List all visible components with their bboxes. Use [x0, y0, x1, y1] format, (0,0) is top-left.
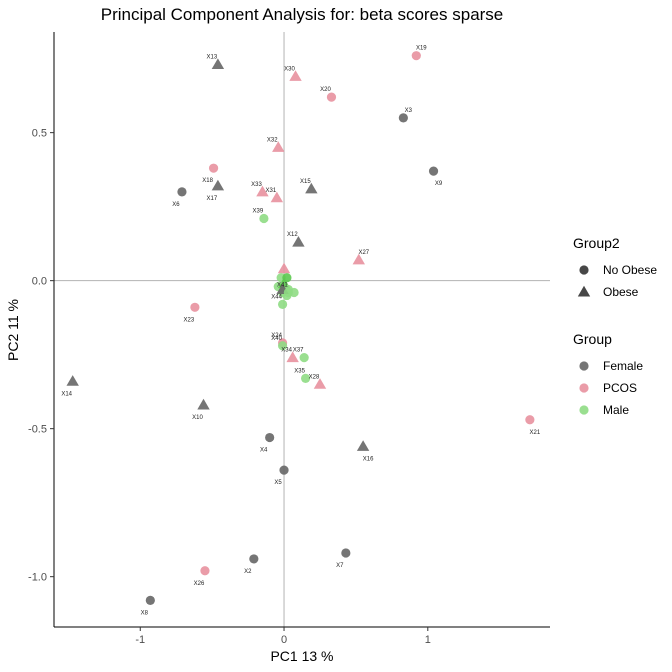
data-point — [277, 262, 291, 274]
point-label: X44 — [271, 294, 282, 300]
point-label: X14 — [61, 391, 72, 397]
x-tick-label: 1 — [425, 634, 431, 646]
legend-label: Obese — [603, 285, 639, 299]
point-label: X34 — [281, 348, 292, 354]
data-point — [299, 353, 309, 363]
data-point — [277, 341, 288, 351]
data-point — [300, 373, 311, 383]
data-point — [249, 554, 259, 564]
data-point — [352, 253, 365, 265]
y-axis-title: PC2 11 % — [5, 299, 21, 361]
point-label: X35 — [294, 368, 305, 374]
legend-key — [579, 361, 589, 371]
data-point — [208, 163, 219, 173]
plot-area: -1 0 1 -1.0 -0.5 0.0 0.5 X13 X19 X30 X20 X3 X32 X18 X9… — [28, 32, 550, 646]
point-label: X15 — [300, 179, 311, 185]
y-tick-label: -1.0 — [28, 572, 47, 584]
data-point — [197, 398, 210, 410]
point-label: X2 — [244, 569, 252, 575]
point-label: X12 — [287, 232, 298, 238]
legend-label: Male — [603, 403, 629, 417]
legend-key — [579, 383, 589, 393]
data-point — [289, 70, 302, 81]
data-point — [292, 235, 305, 247]
point-label: X23 — [184, 317, 195, 323]
point-label: X37 — [293, 348, 304, 354]
legend-key — [579, 265, 589, 275]
data-point — [313, 378, 327, 389]
data-point — [270, 191, 284, 203]
point-label: X20 — [320, 87, 331, 93]
point-label: X8 — [141, 610, 149, 616]
point-label: X13 — [207, 55, 218, 61]
point-label: X7 — [336, 563, 344, 569]
legend-label: No Obese — [603, 263, 657, 277]
data-point — [256, 185, 269, 197]
data-point — [272, 141, 285, 152]
data-point — [525, 415, 535, 425]
data-point — [411, 51, 421, 61]
data-point — [277, 299, 288, 309]
data-point — [356, 440, 370, 451]
legend-label: PCOS — [603, 381, 637, 395]
x-tick-label: -1 — [135, 634, 145, 646]
data-point — [190, 302, 200, 312]
point-label: X16 — [363, 456, 374, 462]
point-label: X28 — [309, 374, 320, 380]
data-point — [66, 375, 79, 386]
point-label: X21 — [530, 430, 541, 436]
legend-label: Female — [603, 359, 643, 373]
point-label: X40 — [271, 336, 282, 342]
legend-key — [579, 405, 589, 415]
point-label: X31 — [265, 188, 276, 194]
data-point — [428, 166, 439, 176]
data-point — [326, 92, 337, 102]
data-point — [286, 351, 299, 363]
data-point — [211, 179, 225, 191]
chart-title: Principal Component Analysis for: beta s… — [101, 5, 504, 24]
data-point — [145, 595, 155, 605]
point-label: X9 — [435, 181, 443, 187]
data-point — [341, 548, 351, 558]
point-label: X3 — [405, 108, 413, 114]
y-tick-label: 0.5 — [32, 128, 47, 140]
data-point — [200, 566, 210, 576]
x-tick-label: 0 — [281, 634, 287, 646]
point-label: X10 — [192, 415, 203, 421]
legend-key — [577, 285, 591, 297]
legend-title: Group — [573, 331, 612, 347]
x-axis-title: PC1 13 % — [270, 648, 333, 664]
point-label: X5 — [274, 480, 282, 486]
point-label: X39 — [253, 208, 264, 214]
point-label: X26 — [194, 581, 205, 587]
point-label: X33 — [251, 182, 262, 188]
data-point — [283, 287, 293, 298]
data-point — [279, 465, 289, 475]
data-point — [211, 58, 225, 70]
y-tick-label: -0.5 — [28, 424, 47, 436]
y-tick-label: 0.0 — [32, 276, 47, 288]
data-point — [398, 113, 408, 123]
point-label: X4 — [260, 448, 268, 454]
legend: Group2 No Obese Obese Group Female PCOS Male — [573, 235, 657, 417]
point-label: X18 — [202, 178, 213, 184]
point-label: X27 — [358, 250, 369, 256]
point-label: X19 — [416, 46, 427, 52]
point-label: X6 — [172, 202, 180, 208]
point-label: X41 — [277, 282, 288, 288]
point-label: X17 — [207, 196, 218, 202]
legend-title: Group2 — [573, 235, 620, 251]
point-label: X24 — [271, 333, 282, 339]
point-label: X30 — [284, 66, 295, 72]
data-point — [305, 182, 318, 194]
data-point — [259, 213, 269, 224]
point-label: X32 — [267, 137, 278, 143]
data-point — [265, 432, 275, 443]
data-point — [177, 187, 187, 197]
